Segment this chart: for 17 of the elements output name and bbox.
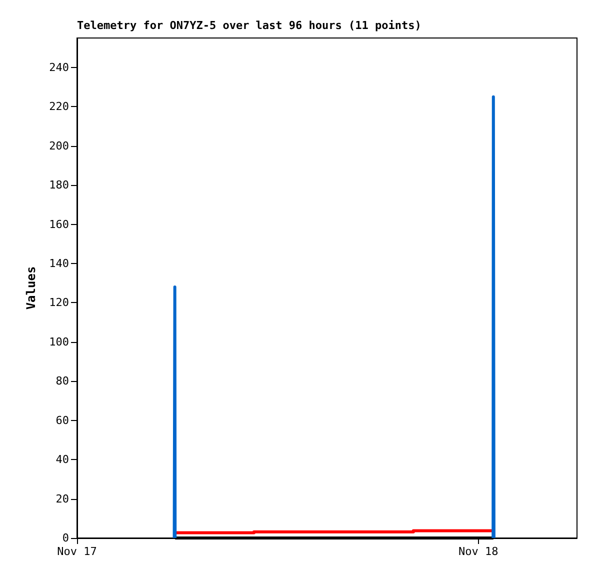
y-tick-label: 40 (56, 453, 69, 466)
x-tick-label: Nov 17 (57, 545, 97, 558)
y-tick-label: 80 (56, 374, 69, 388)
y-tick-label: 60 (56, 414, 69, 427)
y-tick-label: 120 (49, 296, 69, 310)
chart-title: Telemetry for ON7YZ-5 over last 96 hours (11 points) (77, 19, 422, 32)
y-tick-label: 240 (49, 60, 69, 74)
y-tick-label: 20 (56, 492, 69, 506)
y-tick-label: 200 (49, 139, 69, 152)
y-tick-label: 140 (49, 256, 69, 270)
y-tick-label: 100 (49, 335, 69, 348)
y-tick-label: 0 (62, 532, 69, 544)
y-axis-title: Values (24, 266, 38, 310)
y-tick-label: 220 (49, 100, 69, 114)
y-tick-label: 160 (49, 218, 69, 231)
y-tick-label: 180 (49, 178, 69, 192)
x-tick-label: Nov 18 (458, 545, 498, 558)
